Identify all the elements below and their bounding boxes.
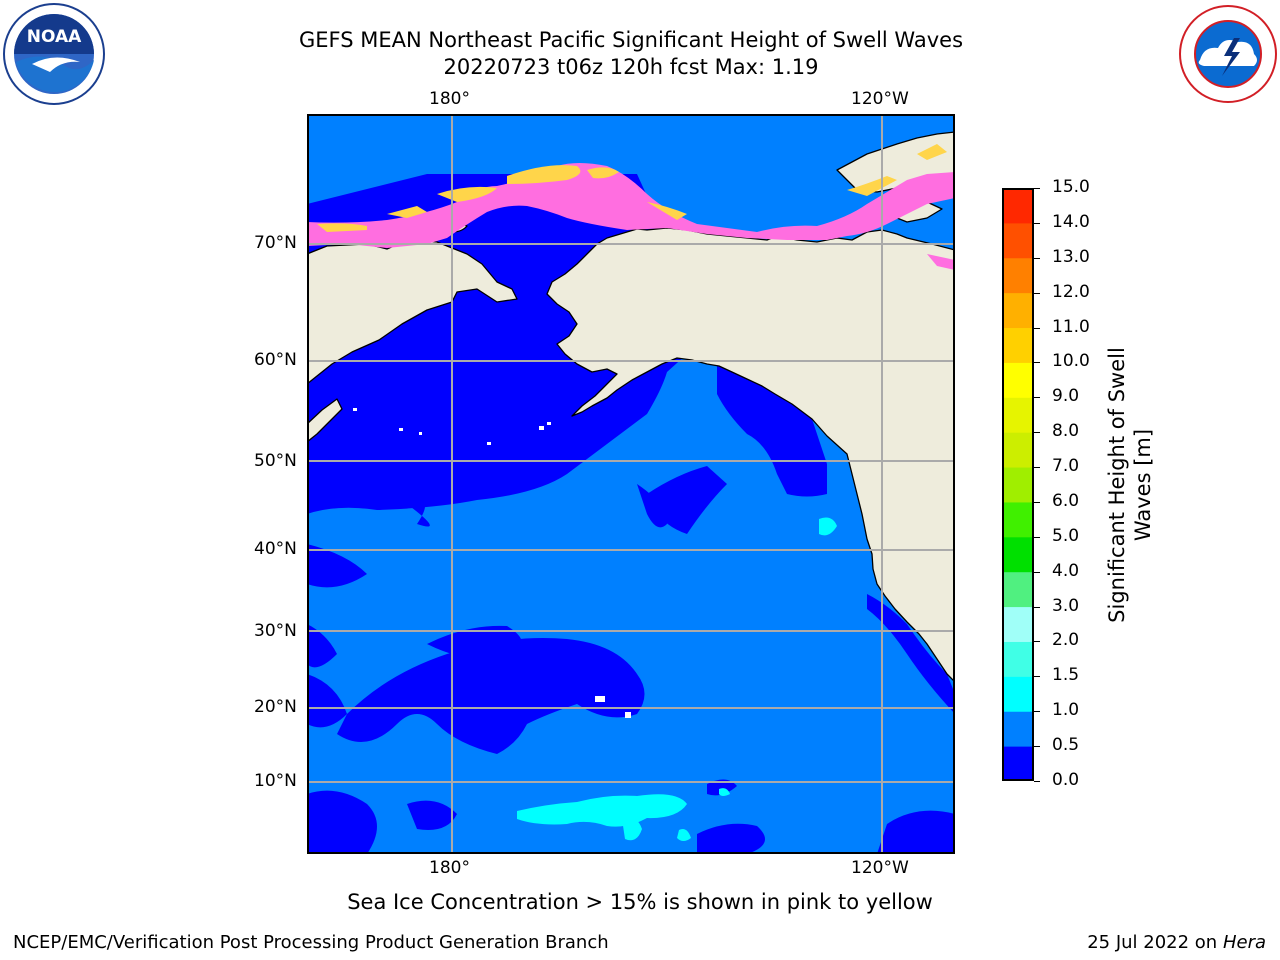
aleutian-islands: [353, 408, 631, 718]
colorbar-segment: [1002, 432, 1034, 468]
colorbar-segment: [1002, 188, 1034, 224]
colorbar-tick-label: 15.0: [1052, 177, 1090, 197]
colorbar-tick-label: 9.0: [1052, 386, 1080, 407]
svg-text:NOAA: NOAA: [27, 27, 82, 47]
lat-label-30n: 30°N: [254, 621, 297, 641]
colorbar-tick-mark: [1034, 432, 1040, 434]
lat-label-20n: 20°N: [254, 697, 297, 717]
lat-label-60n: 60°N: [254, 350, 297, 370]
top-lon-label-120w: 120°W: [851, 89, 909, 109]
colorbar-segment: [1002, 711, 1034, 747]
colorbar-tick-mark: [1034, 188, 1040, 189]
colorbar-label-line1: Significant Height of Swell: [1105, 347, 1129, 623]
colorbar-tick-label: 4.0: [1052, 560, 1080, 581]
colorbar-tick-mark: [1034, 397, 1040, 399]
lat-label-10n: 10°N: [254, 771, 297, 791]
colorbar-label-line2: Waves [m]: [1131, 428, 1155, 542]
colorbar-tick-label: 3.0: [1052, 595, 1080, 616]
map-panel: [307, 114, 955, 854]
lat-label-40n: 40°N: [254, 539, 297, 559]
colorbar-segment: [1002, 327, 1034, 363]
date-text: 25 Jul 2022 on Hera: [1087, 932, 1266, 953]
colorbar-segment: [1002, 397, 1034, 433]
sea-ice-note: Sea Ice Concentration > 15% is shown in …: [347, 890, 933, 914]
colorbar-tick-mark: [1034, 501, 1040, 503]
colorbar-segment: [1002, 641, 1034, 677]
lat-label-70n: 70°N: [254, 233, 297, 253]
colorbar-tick-mark: [1034, 746, 1040, 748]
colorbar-segment: [1002, 222, 1034, 259]
colorbar-tick-label: 8.0: [1052, 421, 1080, 442]
colorbar-tick-label: 14.0: [1052, 211, 1090, 232]
colorbar-segment: [1002, 362, 1034, 398]
colorbar-segment: [1002, 501, 1034, 538]
colorbar-tick-label: 0.5: [1052, 735, 1080, 756]
colorbar-segment: [1002, 571, 1034, 608]
colorbar-segment: [1002, 746, 1034, 782]
colorbar-tick-label: 7.0: [1052, 456, 1080, 477]
colorbar-tick-mark: [1034, 222, 1040, 224]
colorbar-segment: [1002, 257, 1034, 294]
colorbar-tick-mark: [1034, 711, 1040, 713]
colorbar-segment: [1002, 292, 1034, 329]
colorbar-tick-mark: [1034, 467, 1040, 469]
top-lon-label-180: 180°: [429, 89, 470, 109]
colorbar-tick-mark: [1034, 606, 1040, 608]
colorbar-svg: [1002, 188, 1034, 782]
colorbar-tick-label: 12.0: [1052, 281, 1090, 302]
map-svg: [307, 114, 955, 854]
colorbar-tick-mark: [1034, 536, 1040, 538]
colorbar-tick-mark: [1034, 257, 1040, 259]
colorbar-tick-label: 13.0: [1052, 246, 1090, 267]
colorbar-tick-label: 10.0: [1052, 351, 1090, 372]
colorbar-tick-mark: [1034, 362, 1040, 364]
high-swell-patches: [517, 517, 837, 841]
colorbar-tick-label: 0.0: [1052, 770, 1080, 790]
map-frame: [307, 114, 955, 854]
colorbar-segment: [1002, 606, 1034, 642]
colorbar-tick-label: 2.0: [1052, 630, 1080, 651]
colorbar-tick-label: 1.5: [1052, 665, 1080, 686]
colorbar-tick-mark: [1034, 641, 1040, 643]
colorbar-tick-mark: [1034, 676, 1040, 678]
colorbar-tick-label: 6.0: [1052, 490, 1080, 511]
colorbar-tick-mark: [1034, 292, 1040, 294]
colorbar-tick-mark: [1034, 571, 1040, 573]
date-label: 25 Jul 2022 on: [1087, 932, 1223, 953]
graticule: [307, 114, 955, 854]
colorbar-tick-label: 11.0: [1052, 316, 1090, 337]
colorbar-segment: [1002, 467, 1034, 503]
nws-logo: [1178, 4, 1278, 104]
colorbar-frame: [1002, 188, 1034, 781]
colorbar-tick-mark: [1034, 327, 1040, 329]
colorbar-tick-label: 1.0: [1052, 700, 1080, 721]
credit-text: NCEP/EMC/Verification Post Processing Pr…: [13, 932, 609, 953]
noaa-logo: NOAA: [2, 2, 106, 106]
colorbar-segment: [1002, 676, 1034, 712]
chart-title: GEFS MEAN Northeast Pacific Significant …: [298, 28, 964, 52]
colorbar-tick-label: 5.0: [1052, 525, 1080, 546]
chart-subtitle: 20220723 t06z 120h fcst Max: 1.19: [443, 55, 819, 79]
lat-label-50n: 50°N: [254, 451, 297, 471]
colorbar-ticks: 0.0 0.5 1.0 1.5 2.0 3.0 4.0 5.0 6.0 7.0 8.0 9.0 10.0…: [1034, 0, 1104, 960]
colorbar-tick-mark: [1034, 781, 1040, 782]
bottom-lon-label-180: 180°: [429, 858, 470, 878]
colorbar-segment: [1002, 536, 1034, 573]
bottom-lon-label-120w: 120°W: [851, 858, 909, 878]
machine-name: Hera: [1222, 932, 1266, 953]
colorbar: [1002, 188, 1034, 782]
